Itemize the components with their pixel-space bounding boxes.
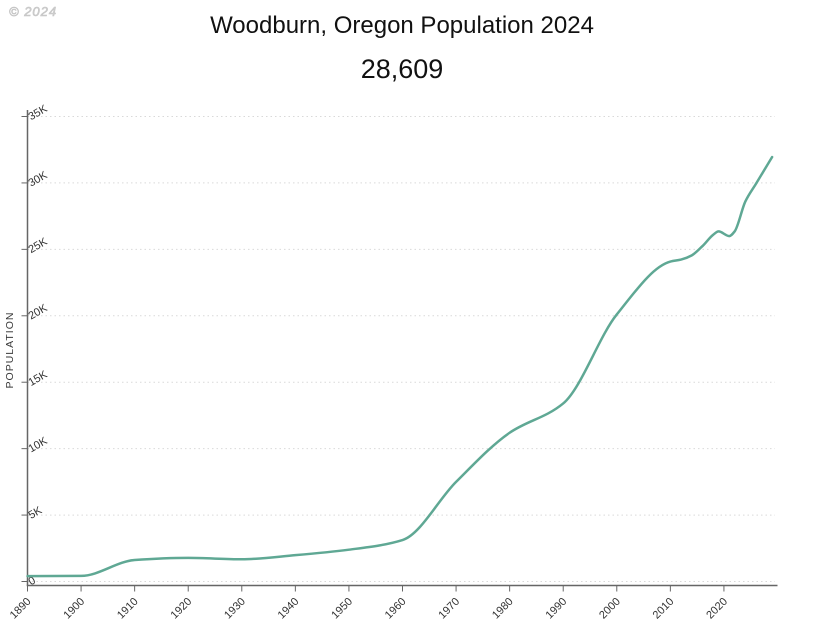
chart-subtitle-population-value: 28,609 (360, 54, 444, 84)
y-tick-label-10K: 10K (27, 435, 51, 456)
x-tick-label-1950: 1950 (329, 596, 355, 621)
x-tick-label-1910: 1910 (115, 596, 141, 621)
x-tick-label-1960: 1960 (383, 596, 409, 621)
axis-tick-labels: 0 5K 10K 15K 20K 25K 30K 35K 1890 1900 1910 1920 193… (8, 103, 730, 621)
x-tick-label-2020: 2020 (704, 596, 730, 621)
series-path-population (26, 155, 774, 578)
y-tick-label-0: 0 (27, 575, 38, 588)
x-tick-label-1970: 1970 (436, 596, 462, 621)
x-tick-label-1990: 1990 (544, 596, 570, 621)
y-tick-label-30K: 30K (27, 169, 51, 190)
x-tick-label-2000: 2000 (597, 596, 623, 621)
gridlines (27, 116, 775, 582)
x-tick-label-1890: 1890 (8, 596, 34, 621)
y-tick-label-5K: 5K (27, 504, 45, 521)
axes (21, 110, 778, 592)
x-tick-label-1940: 1940 (276, 596, 302, 621)
y-tick-label-15K: 15K (27, 368, 51, 389)
chart-title: Woodburn, Oregon Population 2024 (210, 12, 594, 39)
x-tick-label-1900: 1900 (61, 596, 87, 621)
y-tick-label-20K: 20K (27, 302, 51, 323)
copyright-watermark: © 2024 (9, 4, 58, 20)
y-tick-label-35K: 35K (27, 103, 51, 124)
y-tick-label-25K: 25K (27, 235, 51, 256)
x-tick-label-1920: 1920 (169, 596, 195, 621)
x-tick-label-2010: 2010 (651, 596, 677, 621)
y-axis-title: POPULATION (4, 312, 16, 389)
x-tick-label-1980: 1980 (490, 596, 516, 621)
x-tick-label-1930: 1930 (222, 596, 248, 621)
population-series-line (26, 155, 774, 578)
